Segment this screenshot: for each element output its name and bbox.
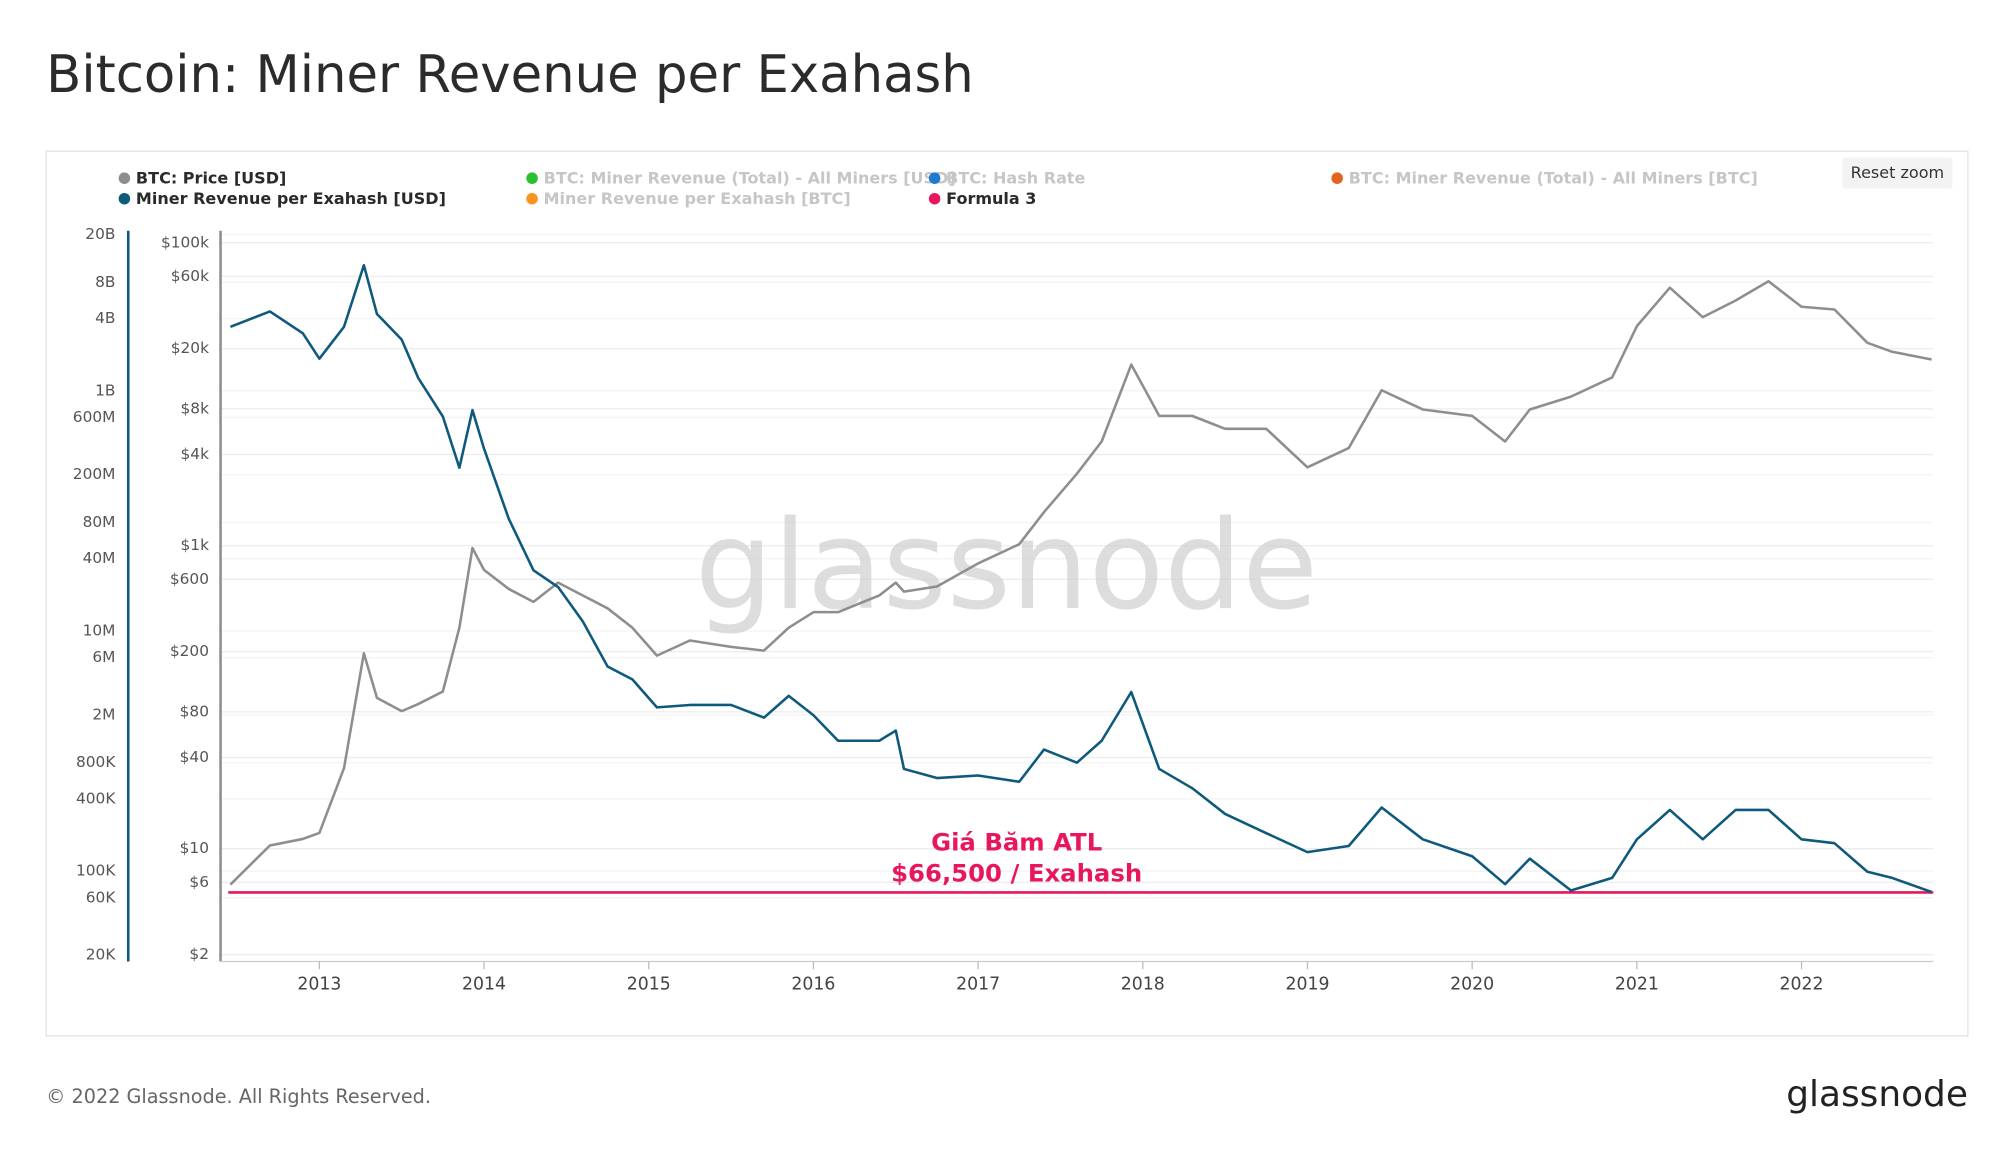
legend-label[interactable]: Formula 3 bbox=[946, 189, 1036, 208]
y-tick-label: $40 bbox=[180, 748, 209, 766]
watermark: glassnode bbox=[695, 495, 1318, 638]
footer-logo: glassnode bbox=[1786, 1074, 1968, 1115]
x-tick-label: 2013 bbox=[297, 975, 341, 995]
legend-marker[interactable] bbox=[928, 192, 941, 205]
y2-tick-label: 6M bbox=[92, 648, 115, 666]
reset-zoom-button[interactable]: Reset zoom bbox=[1842, 157, 1953, 189]
y-tick-label: $100k bbox=[161, 233, 209, 251]
x-tick-label: 2020 bbox=[1450, 975, 1494, 995]
y2-tick-label: 800K bbox=[76, 753, 116, 771]
y-tick-label: $600 bbox=[170, 570, 209, 588]
legend-item[interactable]: Formula 3 bbox=[928, 189, 1037, 208]
y-tick-label: $80 bbox=[180, 702, 209, 720]
legend-label[interactable]: Miner Revenue per Exahash [USD] bbox=[136, 189, 446, 208]
x-tick-label: 2016 bbox=[791, 975, 835, 995]
legend-item[interactable]: BTC: Miner Revenue (Total) - All Miners … bbox=[526, 168, 956, 187]
reset-zoom-bg[interactable] bbox=[1842, 157, 1953, 189]
y2-tick-label: 2M bbox=[92, 705, 115, 723]
legend-label[interactable]: BTC: Hash Rate bbox=[946, 168, 1085, 187]
copyright: © 2022 Glassnode. All Rights Reserved. bbox=[46, 1085, 431, 1108]
y2-tick-label: 20K bbox=[86, 946, 117, 964]
legend-label[interactable]: BTC: Price [USD] bbox=[136, 168, 286, 187]
annotation: $66,500 / Exahash bbox=[891, 858, 1142, 887]
annotation: Giá Băm ATL bbox=[931, 828, 1102, 857]
y-tick-label: $20k bbox=[171, 339, 209, 357]
legend-label[interactable]: BTC: Miner Revenue (Total) - All Miners … bbox=[1349, 168, 1758, 187]
y2-tick-label: 20B bbox=[85, 225, 115, 243]
legend-item[interactable]: BTC: Hash Rate bbox=[928, 168, 1086, 187]
legend-marker[interactable] bbox=[526, 192, 538, 205]
y2-tick-label: 400K bbox=[76, 789, 116, 807]
legend-marker[interactable] bbox=[928, 172, 941, 184]
y2-tick-label: 4B bbox=[95, 309, 115, 327]
legend-item[interactable]: Miner Revenue per Exahash [BTC] bbox=[526, 189, 851, 208]
legend-item[interactable]: BTC: Price [USD] bbox=[118, 168, 287, 187]
chart-title: Bitcoin: Miner Revenue per Exahash bbox=[46, 45, 974, 105]
x-tick-label: 2019 bbox=[1285, 975, 1329, 995]
legend-label[interactable]: BTC: Miner Revenue (Total) - All Miners … bbox=[544, 168, 956, 187]
legend-marker[interactable] bbox=[526, 172, 538, 184]
reset-zoom-label[interactable]: Reset zoom bbox=[1851, 163, 1944, 182]
y2-tick-label: 1B bbox=[95, 381, 115, 399]
x-tick-label: 2022 bbox=[1780, 975, 1824, 995]
watermark-layer: glassnode bbox=[695, 495, 1318, 638]
chart-frame bbox=[45, 150, 1969, 1037]
y-tick-label: $60k bbox=[171, 267, 209, 285]
y2-tick-label: 80M bbox=[83, 513, 116, 531]
series-line bbox=[229, 263, 1933, 894]
x-tick-label: 2021 bbox=[1615, 975, 1659, 995]
y-tick-label: $200 bbox=[170, 642, 209, 660]
y2-tick-label: 600M bbox=[73, 408, 116, 426]
y-tick-label: $10 bbox=[180, 839, 209, 857]
legend-marker[interactable] bbox=[118, 192, 131, 205]
legend-marker[interactable] bbox=[118, 172, 131, 184]
legend-item[interactable]: BTC: Miner Revenue (Total) - All Miners … bbox=[1331, 168, 1758, 187]
series-line bbox=[229, 279, 1932, 886]
legend-item[interactable]: Miner Revenue per Exahash [USD] bbox=[118, 189, 446, 208]
x-tick-label: 2014 bbox=[462, 975, 506, 995]
y-tick-label: $1k bbox=[181, 536, 210, 554]
y2-tick-label: 200M bbox=[73, 465, 116, 483]
y2-tick-label: 40M bbox=[83, 549, 116, 567]
x-tick-label: 2017 bbox=[956, 975, 1000, 995]
legend-label[interactable]: Miner Revenue per Exahash [BTC] bbox=[544, 189, 851, 208]
y2-tick-label: 8B bbox=[95, 273, 115, 291]
y-tick-label: $2 bbox=[189, 945, 209, 963]
y2-tick-label: 60K bbox=[86, 888, 117, 906]
x-tick-label: 2018 bbox=[1121, 975, 1165, 995]
legend-marker[interactable] bbox=[1331, 172, 1343, 184]
y-tick-label: $4k bbox=[181, 445, 210, 463]
y2-tick-label: 100K bbox=[76, 862, 116, 880]
x-tick-label: 2015 bbox=[627, 975, 671, 995]
y-tick-label: $6 bbox=[189, 873, 209, 891]
y-tick-label: $8k bbox=[181, 399, 210, 417]
y2-tick-label: 10M bbox=[83, 621, 116, 639]
